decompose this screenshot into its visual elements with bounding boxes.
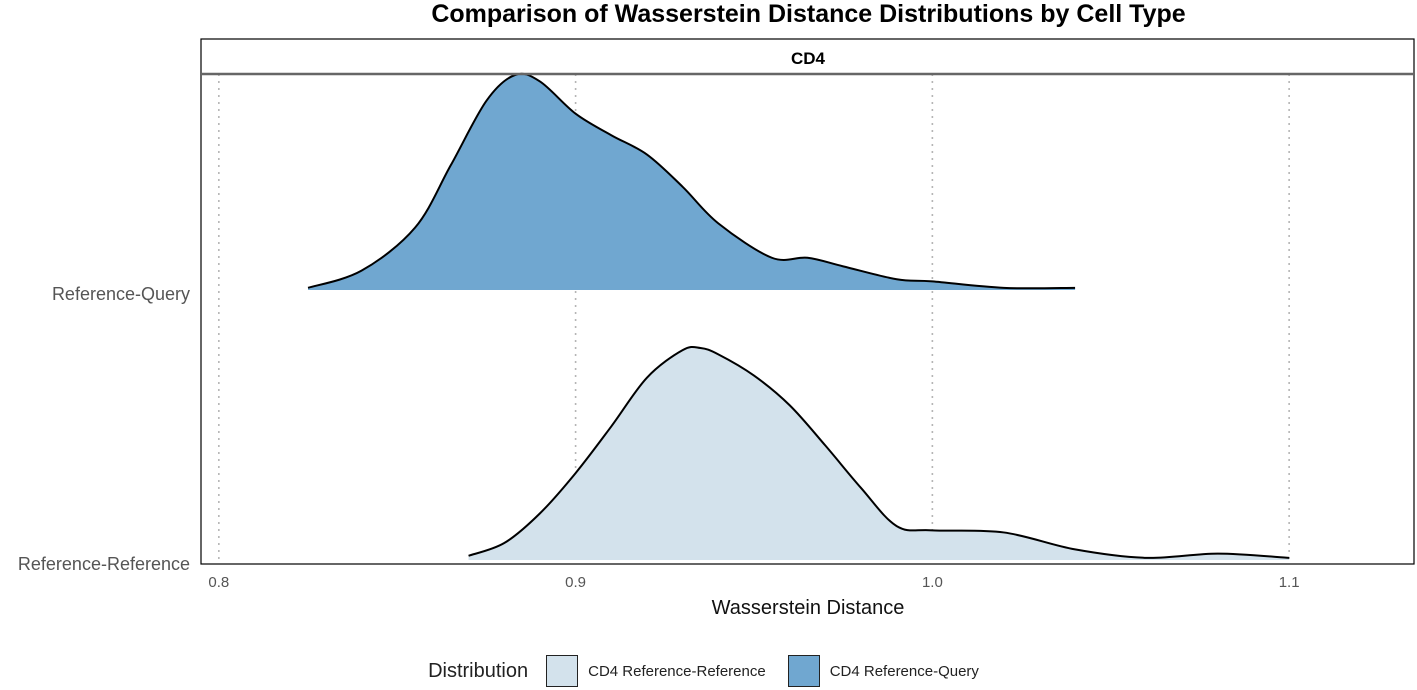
density-outline [307, 72, 1076, 290]
density-area [468, 346, 1290, 560]
legend-label: CD4 Reference-Query [829, 662, 979, 680]
x-tick-label: 0.9 [565, 574, 586, 591]
density-outline [468, 345, 1290, 559]
chart-plot: CD4 0.8 0.9 1.0 1.1 Reference-QueryReferenc… [18, 38, 1415, 619]
x-tick-label: 1.0 [922, 574, 943, 591]
legend-swatch [546, 655, 579, 687]
y-category-label: Reference-Query [52, 284, 190, 304]
density-area [308, 73, 1076, 290]
legend-item-reference-reference: CD4 Reference-Reference [546, 655, 766, 687]
legend: Distribution CD4 Reference-Reference CD4… [0, 652, 1417, 690]
density-ridges [307, 72, 1290, 560]
facet-strip-label: CD4 [791, 49, 826, 68]
chart-title: Comparison of Wasserstein Distance Distr… [431, 0, 1186, 28]
grid-lines [218, 74, 1290, 564]
x-tick-label: 0.8 [208, 574, 229, 591]
y-axis-categories: Reference-Query Reference-Reference [18, 284, 190, 574]
y-category-label: Reference-Reference [18, 554, 190, 574]
legend-title: Distribution [428, 659, 529, 682]
x-tick-label: 1.1 [1279, 574, 1300, 591]
plot-frame [200, 38, 1415, 565]
x-axis-ticks: 0.8 0.9 1.0 1.1 [208, 574, 1299, 591]
panel-border [200, 38, 1415, 565]
x-axis-title: Wasserstein Distance [712, 597, 905, 619]
legend-label: CD4 Reference-Reference [588, 662, 766, 680]
legend-swatch [787, 655, 820, 687]
legend-item-reference-query: CD4 Reference-Query [787, 655, 979, 687]
